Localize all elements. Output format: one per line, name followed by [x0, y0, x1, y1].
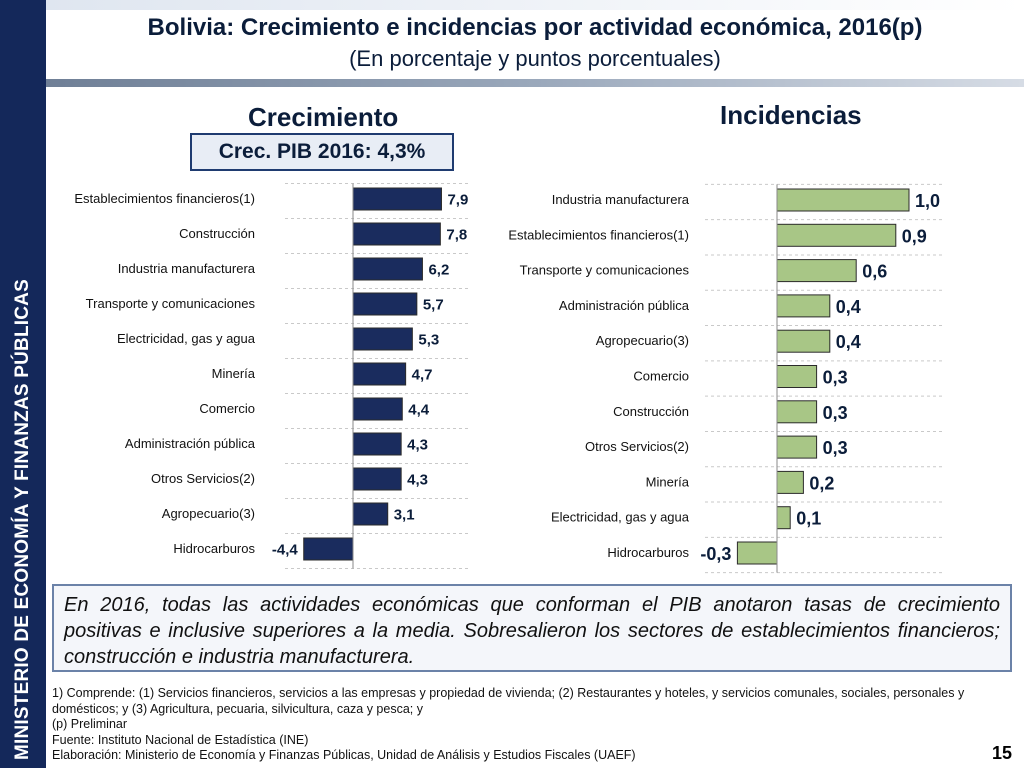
- growth-category-label: Minería: [212, 366, 256, 381]
- growth-value-label: 3,1: [394, 507, 415, 524]
- incidence-category-label: Establecimientos financieros(1): [508, 227, 689, 242]
- incidence-category-label: Comercio: [633, 369, 689, 384]
- gdp-growth-box: Crec. PIB 2016: 4,3%: [190, 133, 454, 171]
- incidence-bar: [776, 259, 857, 283]
- incidence-category-label: Agropecuario(3): [596, 333, 689, 348]
- growth-category-label: Transporte y comunicaciones: [86, 296, 256, 311]
- page-subtitle: (En porcentaje y puntos porcentuales): [349, 46, 721, 71]
- footnote-3: Fuente: Instituto Nacional de Estadístic…: [52, 732, 309, 747]
- incidence-bar: [776, 400, 818, 424]
- page-title: Bolivia: Crecimiento e incidencias por a…: [147, 14, 923, 41]
- incidence-category-label: Construcción: [613, 404, 689, 419]
- incidence-value-label: 0,9: [902, 226, 927, 246]
- title-divider: [46, 79, 1024, 87]
- growth-chart-title: Crecimiento: [248, 102, 399, 132]
- top-stripe: [46, 0, 1024, 10]
- growth-category-label: Electricidad, gas y agua: [117, 331, 256, 346]
- incidence-bar: [776, 188, 910, 212]
- growth-category-label: Agropecuario(3): [162, 506, 255, 521]
- incidence-value-label: 0,2: [809, 473, 834, 493]
- growth-value-label: 5,3: [418, 332, 439, 349]
- growth-category-label: Otros Servicios(2): [151, 471, 255, 486]
- growth-category-label: Construcción: [179, 226, 255, 241]
- growth-value-label: 4,3: [407, 472, 428, 489]
- growth-category-label: Industria manufacturera: [118, 261, 256, 276]
- incidence-bar: [776, 506, 791, 530]
- incidence-category-label: Industria manufacturera: [552, 192, 690, 207]
- growth-category-label: Hidrocarburos: [173, 541, 255, 556]
- incidence-value-label: 1,0: [915, 191, 940, 211]
- sidebar: MINISTERIO DE ECONOMÍA Y FINANZAS PÚBLIC…: [0, 0, 46, 768]
- incidence-value-label: -0,3: [700, 544, 731, 564]
- incidence-bar: [776, 365, 818, 388]
- growth-value-label: 5,7: [423, 297, 444, 314]
- incidence-value-label: 0,3: [823, 438, 848, 458]
- incidence-value-label: 0,3: [823, 403, 848, 423]
- incidence-value-label: 0,3: [823, 368, 848, 388]
- incidence-value-label: 0,6: [862, 262, 887, 282]
- footnote-4: Elaboración: Ministerio de Economía y Fi…: [52, 748, 636, 762]
- footnote-2: (p) Preliminar: [52, 717, 128, 731]
- growth-value-label: -4,4: [272, 542, 299, 559]
- incidence-category-label: Hidrocarburos: [607, 545, 689, 560]
- summary-note: En 2016, todas las actividades económica…: [52, 584, 1012, 672]
- growth-value-label: 4,4: [408, 402, 430, 419]
- page-number: 15: [991, 743, 1012, 763]
- growth-value-label: 7,9: [447, 192, 468, 209]
- growth-category-label: Establecimientos financieros(1): [74, 191, 255, 206]
- incidence-value-label: 0,4: [836, 332, 861, 352]
- growth-value-label: 6,2: [428, 262, 449, 279]
- incidence-category-label: Minería: [646, 474, 690, 489]
- footnote-1: 1) Comprende: (1) Servicios financieros,…: [52, 686, 965, 716]
- incidence-bar: [776, 294, 831, 318]
- incidence-category-label: Transporte y comunicaciones: [520, 263, 690, 278]
- incidence-bar: [776, 223, 897, 247]
- footnotes: 1) Comprende: (1) Servicios financieros,…: [52, 686, 1002, 764]
- growth-value-label: 4,7: [412, 367, 433, 384]
- incidence-bar: [776, 470, 804, 494]
- incidence-category-label: Otros Servicios(2): [585, 439, 689, 454]
- growth-value-label: 4,3: [407, 437, 428, 454]
- incidence-value-label: 0,4: [836, 297, 861, 317]
- growth-category-label: Administración pública: [125, 436, 256, 451]
- incidence-category-label: Administración pública: [559, 298, 690, 313]
- incidence-bar: [776, 329, 831, 353]
- growth-value-label: 7,8: [446, 227, 467, 244]
- incidence-value-label: 0,1: [796, 509, 821, 529]
- incidence-bar: [736, 541, 778, 565]
- incidence-bar: [776, 435, 818, 459]
- incidence-chart-title: Incidencias: [720, 100, 862, 130]
- incidence-category-label: Electricidad, gas y agua: [551, 510, 690, 525]
- growth-category-label: Comercio: [199, 401, 255, 416]
